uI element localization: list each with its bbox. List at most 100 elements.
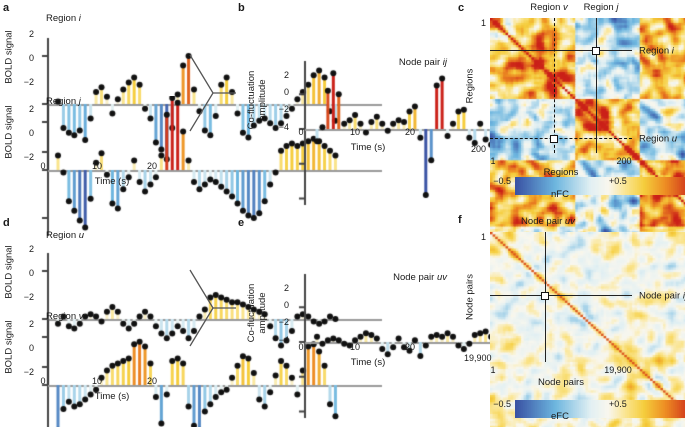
nfc-xlabel: Regions [543,167,579,178]
panel-e-ylabel: Co-fluctuation amplitude [246,284,269,343]
nfc-ij-marker [592,47,600,55]
y-tick: 2 [28,319,34,329]
x-tick: 10 [91,161,103,171]
region-v-title: Region v [46,311,84,322]
efc-x-tick-1: 1 [490,365,496,375]
nfc-colorbar-min: −0.5 [493,176,511,186]
x-tick: 20 [146,161,158,171]
region-i-title-var: i [78,13,81,24]
nfc-uv-marker [550,135,558,143]
panel-e-xlabel: Time (s) [350,357,386,368]
nfc-colorbar [515,177,685,195]
node-pair-ij-label-prefix: Node pair [639,290,683,302]
y-tick: 2 [283,283,289,293]
y-tick: 2 [283,70,289,80]
nfc-y-tick-1: 1 [480,18,486,28]
efc-xlabel: Node pairs [538,377,584,388]
panel-b-ylabel: Co-fluctuation amplitude [246,71,269,130]
panel-b-letter: b [238,2,245,14]
nfc-top-label-region-j: Region j [584,2,619,13]
y-tick: 0 [28,128,34,138]
region-u-title-prefix: Region [46,230,79,241]
region-u-title-var: u [78,230,85,241]
region-i-title-prefix: Region [46,13,79,24]
efc-colorbar-label: eFC [551,411,569,422]
y-tick: −2 [23,77,34,87]
panel-c-letter: c [458,2,465,14]
y-tick: 0 [283,87,289,97]
y-tick: 0 [28,343,34,353]
node-pair-uv-title-prefix: Node pair [393,272,437,283]
nfc-x-tick-200: 200 [616,156,632,166]
nfc-region-u-line [490,138,632,139]
node-pair-ij-title-var: ij [442,57,447,68]
x-tick: 0 [40,376,46,386]
efc-colorbar-max: +0.5 [609,399,627,409]
region-u-label-prefix: Region [639,133,672,145]
efc-x-tick-19900: 19,900 [604,365,632,375]
nfc-colorbar-label: nFC [551,189,569,200]
y-tick: 0 [28,268,34,278]
nfc-colorbar-max: +0.5 [609,176,627,186]
region-j-title-var: j [78,96,81,107]
region-i-title: Region i [46,13,81,24]
nfc-region-j-line [596,18,597,153]
region-j-label-prefix: Region [583,2,617,13]
x-tick: 10 [349,342,361,352]
region-j-label-var: j [616,2,619,13]
efc-y-tick-19900: 19,900 [464,353,492,363]
region-v-label-prefix: Region [530,2,563,13]
nfc-x-tick-1: 1 [490,156,496,166]
efc-matrix-heatmap [490,232,685,427]
efc-uv-ij-marker [541,292,549,300]
panel-f-letter: f [458,214,462,226]
y-tick: −2 [278,317,289,327]
node-pair-uv-title-var: uv [436,272,447,283]
panel-d-xlabel: Time (s) [94,391,130,402]
y-tick: −4 [278,335,289,345]
panel-d-letter: d [3,217,10,229]
nfc-ylabel: Regions [464,68,476,104]
x-tick: 0 [40,161,46,171]
region-i-label-prefix: Region [639,45,672,57]
nfc-region-v-line [554,18,555,153]
y-tick: −2 [23,152,34,162]
x-tick: 0 [298,342,304,352]
nfc-right-label-region-u: Region u [639,134,677,145]
x-tick: 10 [349,127,361,137]
y-tick: 2 [28,104,34,114]
x-tick: 0 [298,127,304,137]
y-tick: 0 [283,300,289,310]
node-pair-uv-label-var: uv [564,216,575,227]
efc-y-tick-1: 1 [480,232,486,242]
node-pair-uv-title: Node pair uv [393,272,447,283]
nfc-y-tick-200: 200 [470,144,486,154]
x-tick: 20 [404,127,416,137]
nfc-right-label-region-i: Region i [639,46,674,57]
y-tick: −2 [278,104,289,114]
panel-a-xlabel: Time (s) [94,176,130,187]
x-tick: 20 [146,376,158,386]
region-i-label-var: i [671,45,674,57]
x-tick: 20 [404,342,416,352]
region-u-label-var: u [671,133,678,145]
region-v-title-var: v [78,311,84,322]
region-v-title-prefix: Region [46,311,79,322]
y-tick: 0 [28,53,34,63]
efc-colorbar-min: −0.5 [493,399,511,409]
efc-right-label-node-pair-ij: Node pair ij [639,291,685,302]
efc-top-label-node-pair-uv: Node pair uv [521,216,575,227]
node-pair-uv-label-prefix: Node pair [521,216,565,227]
region-j-title-prefix: Region [46,96,79,107]
y-tick: 2 [28,244,34,254]
node-pair-ij-title-prefix: Node pair [398,57,443,68]
efc-colorbar [515,400,685,418]
region-j-title: Region j [46,96,81,107]
y-tick: −4 [278,122,289,132]
nfc-top-label-region-v: Region v [530,2,568,13]
x-tick: 10 [91,376,103,386]
panel-b-xlabel: Time (s) [350,142,386,153]
y-tick: 2 [28,29,34,39]
panel-e-letter: e [238,217,245,229]
